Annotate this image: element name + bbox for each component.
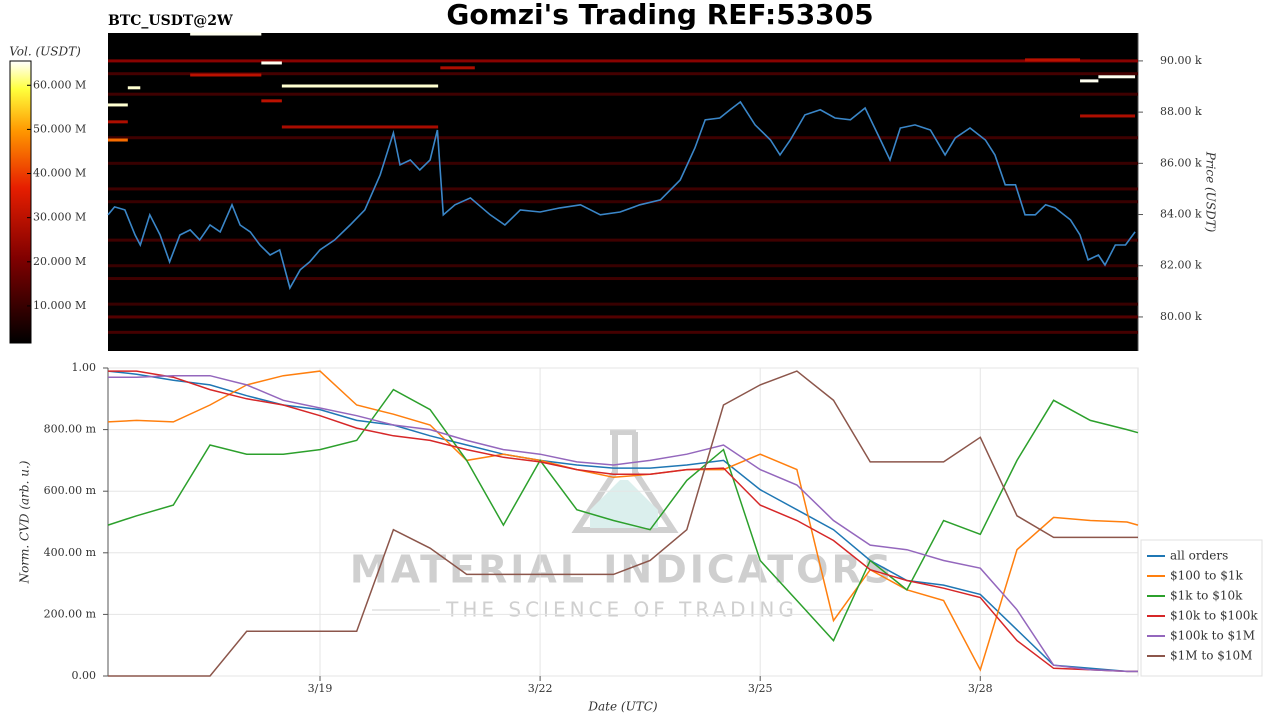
y-tick-label: 1.00	[72, 361, 97, 374]
order-level	[108, 200, 1138, 204]
symbol: BTC_USDT@2W	[108, 13, 233, 29]
order-level	[190, 73, 262, 77]
order-level	[108, 264, 1138, 268]
price-tick-label: 82.00 k	[1160, 259, 1202, 272]
order-level	[108, 103, 128, 107]
price-tick-label: 84.00 k	[1160, 208, 1202, 221]
order-level	[190, 32, 262, 36]
order-level	[1080, 114, 1136, 118]
order-level	[281, 125, 439, 129]
x-tick-label: 3/25	[748, 682, 773, 695]
order-level	[108, 92, 1138, 96]
colorbar-tick-label: 50.000 M	[33, 122, 86, 135]
order-level	[108, 277, 1138, 281]
order-level	[108, 138, 128, 142]
order-level	[127, 86, 141, 90]
order-level	[108, 315, 1138, 319]
colorbar-tick-label: 10.000 M	[33, 299, 86, 312]
order-level	[1025, 58, 1081, 62]
watermark-fill	[590, 480, 658, 528]
series-line	[108, 370, 1138, 673]
x-tick-label: 3/19	[308, 682, 333, 695]
series-line	[107, 370, 1139, 672]
y-tick-label: 800.00 m	[44, 423, 97, 436]
order-level	[261, 61, 282, 65]
order-level	[108, 187, 1138, 191]
order-level	[108, 136, 1138, 140]
price-tick-label: 88.00 k	[1160, 105, 1202, 118]
order-level	[108, 72, 1138, 76]
series-line	[107, 388, 1139, 642]
order-level	[108, 161, 1138, 165]
y-axis-label: Norm. CVD (arb. u.)	[18, 460, 32, 584]
legend-label: $100 to $1k	[1170, 569, 1243, 583]
order-level	[108, 302, 1138, 306]
watermark-subtitle: THE SCIENCE OF TRADING	[445, 598, 798, 622]
legend-label: $100k to $1M	[1170, 629, 1255, 643]
legend-box	[1140, 539, 1263, 677]
order-level	[108, 59, 1138, 63]
series-line	[108, 374, 1138, 673]
y-tick-label: 200.00 m	[44, 607, 97, 620]
colorbar-tick-label: 40.000 M	[33, 167, 86, 180]
order-level	[108, 120, 128, 124]
series-line	[108, 370, 1138, 677]
colorbar-tick-label: 60.000 M	[33, 78, 86, 91]
legend-label: $1M to $10M	[1170, 649, 1252, 663]
x-axis-label: Date (UTC)	[587, 700, 657, 714]
order-level	[108, 238, 1138, 242]
order-level	[1080, 79, 1099, 83]
x-tick-label: 3/22	[528, 682, 553, 695]
y-tick-label: 600.00 m	[44, 484, 97, 497]
heatmap-bg	[108, 33, 1138, 351]
y-tick-label: 0.00	[72, 669, 97, 682]
order-level	[108, 330, 1138, 334]
chart-title: Gomzi's Trading REF:53305	[446, 0, 873, 31]
legend-label: all orders	[1170, 549, 1228, 563]
watermark-title: MATERIAL INDICATORS	[350, 548, 894, 592]
x-tick-label: 3/28	[968, 682, 993, 695]
order-level	[1098, 75, 1136, 79]
legend-label: $1k to $10k	[1170, 589, 1243, 603]
price-axis-label: Price (USDT)	[1204, 151, 1218, 233]
colorbar-tick-label: 20.000 M	[33, 255, 86, 268]
colorbar-tick-label: 30.000 M	[33, 211, 86, 224]
watermark	[372, 429, 873, 611]
colorbar-label: Vol. (USDT)	[9, 45, 81, 59]
price-tick-label: 86.00 k	[1160, 156, 1202, 169]
price-line	[107, 100, 1136, 291]
price-tick-label: 90.00 k	[1160, 54, 1202, 67]
price-tick-label: 80.00 k	[1160, 310, 1202, 323]
order-level	[261, 99, 282, 103]
colorbar	[9, 60, 32, 344]
order-level	[440, 66, 475, 70]
y-tick-label: 400.00 m	[44, 546, 97, 559]
order-level	[281, 84, 439, 88]
legend-label: $10k to $100k	[1170, 609, 1258, 623]
